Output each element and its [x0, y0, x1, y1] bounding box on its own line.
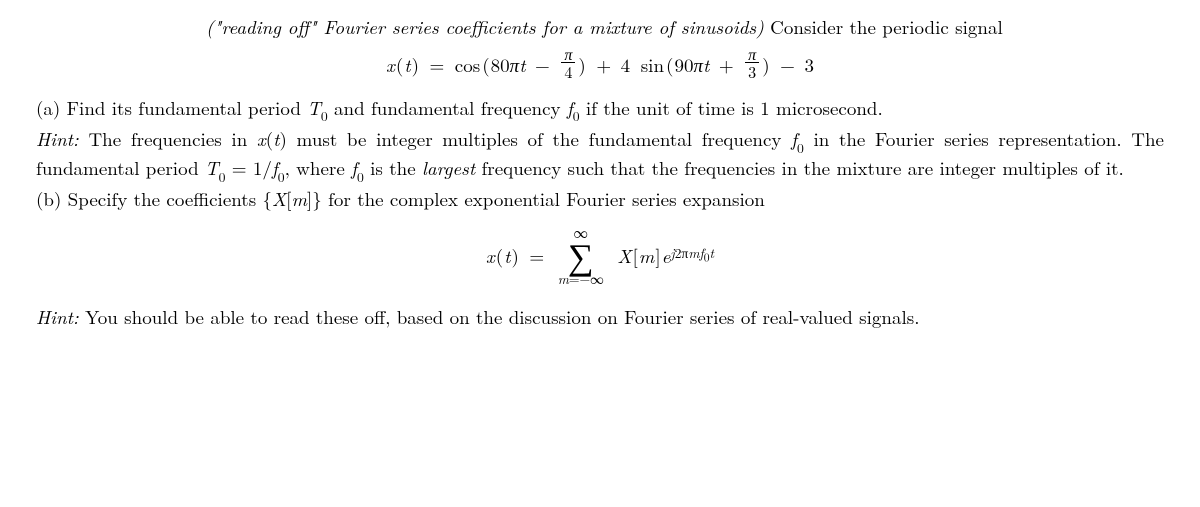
- eq1-sin: sin: [641, 52, 664, 78]
- hint-a-largest: largest: [422, 154, 475, 181]
- eq1-t2-var: t: [703, 52, 709, 78]
- part-b-text1: Specify the coefficients {: [61, 185, 272, 212]
- hint-a-f0b: f: [272, 154, 278, 181]
- part-a-paragraph: (a) Find its fundamental period T0 and f…: [36, 95, 1164, 124]
- part-b-label: (b): [36, 185, 61, 212]
- eq1-frac2-den: 3: [745, 63, 759, 81]
- part-b-m: m: [291, 185, 307, 212]
- sum-block: ∞ ∑ m=−∞: [558, 226, 604, 286]
- eq2-equals: =: [529, 243, 544, 269]
- eq2-X: X: [617, 243, 631, 269]
- hint-a-f0b-sub: 0: [278, 167, 285, 186]
- eq1-const: 3: [804, 52, 814, 78]
- eq1-t1-minus: −: [535, 52, 550, 78]
- eq1-lhs-var: x: [386, 52, 395, 78]
- hint-a-f0-sub: 0: [797, 138, 804, 157]
- hint-b-text: You should be able to read these off, ba…: [79, 303, 920, 330]
- hint-a-eq: = 1/: [225, 154, 271, 181]
- part-a-text3: if the unit of time is 1 microsecond.: [580, 94, 883, 121]
- eq1-minus: −: [780, 52, 795, 78]
- eq1-frac2: π3: [745, 46, 759, 81]
- part-b-text2: } for the complex exponential Fourier se…: [312, 185, 765, 212]
- hint-a-x: x: [257, 125, 266, 152]
- hint-a-t: t: [273, 125, 279, 152]
- equation-2: x(t) = ∞ ∑ m=−∞ X[m]ej2πmf0t: [36, 226, 1164, 286]
- hint-a-text1: The frequencies in: [79, 125, 257, 152]
- part-a-label: (a): [36, 94, 60, 121]
- hint-a-text5: is the: [364, 154, 422, 181]
- eq2-lhs-arg: t: [504, 243, 510, 269]
- eq2-exponent: j2πmf0t: [670, 244, 714, 266]
- hint-a-paragraph: Hint: The frequencies in x(t) must be in…: [36, 126, 1164, 185]
- hint-a-text2: must be integer multiples of the fundame…: [287, 125, 791, 152]
- hint-a-text4: , where: [285, 154, 352, 181]
- eq1-t2-amp: 4: [621, 52, 631, 78]
- hint-a-T0: T: [205, 154, 219, 181]
- hint-a-T0-sub: 0: [219, 167, 226, 186]
- eq1-cos: cos: [455, 52, 480, 78]
- hint-a-text6: frequency such that the frequencies in t…: [475, 154, 1124, 181]
- intro-lead-tail: Consider the periodic signal: [764, 13, 1003, 40]
- eq1-plus: +: [596, 52, 611, 78]
- eq1-lhs-arg: t: [404, 52, 410, 78]
- intro-paragraph: ("reading off" Fourier series coefficien…: [36, 14, 1164, 40]
- part-a-text1: Find its fundamental period: [60, 94, 307, 121]
- hint-a-label: Hint:: [36, 125, 79, 152]
- part-a-text2: and fundamental frequency: [328, 94, 567, 121]
- eq1-frac1-den: 4: [561, 63, 575, 81]
- hint-a-f0c-sub: 0: [357, 167, 364, 186]
- eq1-frac1: π4: [561, 46, 575, 81]
- eq1-equals: =: [429, 52, 444, 78]
- eq1-t2-pi: π: [693, 52, 703, 78]
- part-a-f-sub: 0: [573, 106, 580, 125]
- sum-bottom: m=−∞: [558, 272, 604, 286]
- eq2-m: m: [639, 243, 655, 269]
- equation-1: x(t) = cos(80πt − π4) + 4 sin(90πt + π3)…: [36, 48, 1164, 83]
- eq2-lhs-var: x: [486, 243, 495, 269]
- sum-symbol: ∑: [558, 237, 604, 273]
- part-a-T-sub: 0: [321, 106, 328, 125]
- part-b-paragraph: (b) Specify the coefficients {X[m]} for …: [36, 186, 1164, 212]
- part-a-f: f: [567, 94, 573, 121]
- hint-b-label: Hint:: [36, 303, 79, 330]
- part-b-X: X: [272, 185, 286, 212]
- part-a-T: T: [307, 94, 321, 121]
- eq1-t2-plus: +: [719, 52, 734, 78]
- eq1-t1-coef: 80: [491, 52, 510, 78]
- intro-lead-italic: ("reading off" Fourier series coefficien…: [206, 13, 764, 40]
- eq1-t2-coef: 90: [674, 52, 693, 78]
- eq1-t1-var: t: [519, 52, 525, 78]
- eq1-t1-pi: π: [510, 52, 520, 78]
- hint-b-paragraph: Hint: You should be able to read these o…: [36, 304, 1164, 330]
